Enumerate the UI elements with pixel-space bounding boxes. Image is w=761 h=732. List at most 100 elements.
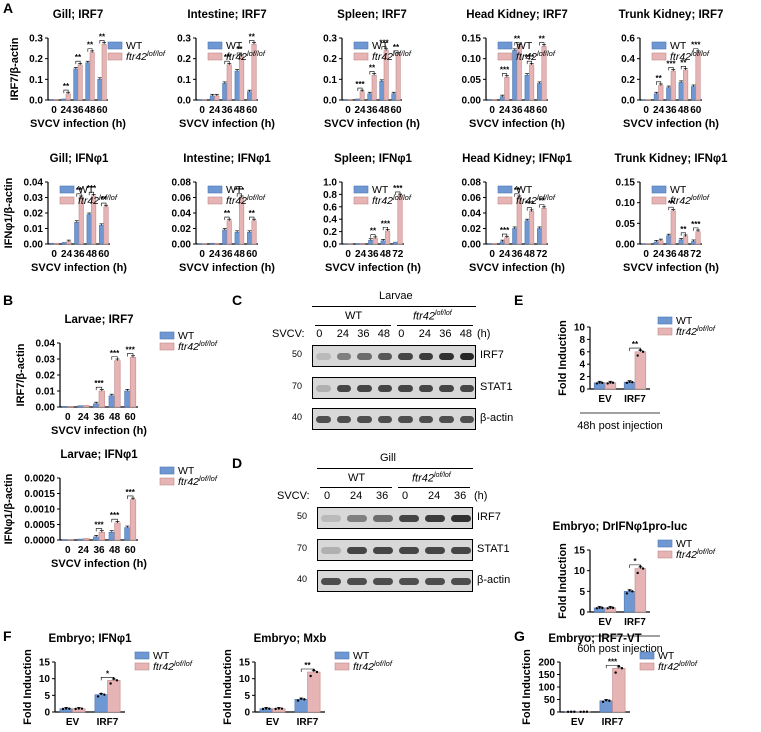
band-signal	[451, 515, 471, 522]
significance-mark: ***	[235, 186, 245, 195]
x-tick-label: EV	[266, 717, 280, 728]
y-tick-label: 0.0000	[24, 536, 55, 547]
legend-swatch-wt	[107, 41, 123, 50]
y-tick-label: 15	[39, 658, 51, 669]
subgroup-rule	[320, 487, 392, 488]
y-tick-label: 0.00	[462, 96, 482, 107]
chart-title: Gill; IFNφ1	[50, 153, 109, 165]
bar-chart-3: Spleen; IRF7 0.0 0.1 0.2 0.3 0 24 *** 36 ** 48 *** 6…	[323, 9, 420, 130]
legend-swatch-ko	[207, 196, 223, 205]
bar-wt	[524, 220, 530, 245]
significance-bracket	[224, 60, 230, 65]
chart-title: Head Kidney; IRF7	[466, 9, 568, 21]
data-point	[566, 710, 570, 713]
bar-ko	[114, 360, 121, 408]
significance-bracket	[369, 71, 375, 75]
legend-label-ko: ftr42lof/lof	[226, 193, 266, 207]
significance-mark: ***	[381, 219, 391, 228]
bar-wt	[97, 79, 103, 101]
x-tick-label: 36	[367, 249, 379, 260]
bar-wt	[234, 70, 240, 101]
significance-mark: **	[63, 82, 70, 91]
bar-wt	[93, 536, 100, 541]
band-signal	[399, 515, 419, 522]
chart-title: Larvae; IRF7	[64, 314, 133, 326]
data-point	[636, 354, 639, 357]
bar-wt	[94, 694, 108, 713]
x-tick-label: 48	[109, 545, 121, 556]
y-tick-label: 50	[544, 695, 556, 706]
significance-mark: **	[514, 186, 521, 195]
chart-title: Trunk Kidney; IRF7	[619, 9, 724, 21]
data-point	[261, 707, 265, 711]
data-point	[103, 693, 106, 696]
timepoint-unit: (h)	[477, 328, 491, 340]
data-point	[315, 670, 319, 674]
x-tick-label: 36	[72, 105, 84, 116]
bar-wt	[623, 591, 636, 613]
timepoint-label: 36	[357, 328, 370, 340]
chart-title: Intestine; IRF7	[187, 9, 266, 21]
data-point	[268, 707, 271, 710]
significance-bracket	[605, 664, 620, 669]
bar-ko	[634, 568, 647, 613]
significance-bracket	[111, 518, 118, 523]
bar-chart-16: Embryo; Mxb 0 5 10 15 Fold Induction EV IRF7 ** W…	[222, 633, 393, 728]
bar-wt	[599, 700, 613, 713]
band-signal	[336, 353, 351, 360]
x-tick-label: 60	[536, 105, 548, 116]
legend-swatch-ko	[651, 196, 667, 205]
data-point	[611, 381, 615, 384]
band-signal	[336, 385, 351, 392]
bar-ko	[529, 64, 535, 101]
bar-ko	[529, 211, 535, 245]
mw-marker: 50	[297, 511, 308, 521]
timepoint-label: 0	[316, 328, 323, 340]
x-tick-label: 60	[98, 249, 110, 260]
legend-swatch-wt	[497, 185, 513, 194]
significance-mark: **	[514, 35, 521, 44]
bar-chart-7: Intestine; IFNφ1 0.00 0.02 0.04 0.06 0.08 0 24 3…	[172, 153, 276, 274]
bar-ko	[114, 522, 121, 541]
chart-title: Trunk Kidney; IFNφ1	[614, 153, 728, 165]
x-tick-label: 36	[93, 412, 105, 423]
blot-ko-label: ftr42lof/lof	[412, 472, 451, 485]
legend-swatch-ko	[497, 52, 513, 61]
bar-ko	[683, 69, 689, 101]
legend-label-wt: WT	[516, 184, 533, 196]
significance-mark: **	[87, 41, 94, 50]
legend-label-wt: WT	[372, 184, 389, 196]
legend-label-wt: WT	[178, 330, 195, 342]
blot-group-label: Gill	[380, 452, 396, 464]
y-tick-label: 10	[574, 566, 586, 577]
chart-title: Spleen; IFNφ1	[334, 153, 412, 165]
x-axis-label: SVCV infection (h)	[51, 425, 147, 437]
x-axis-label: SVCV infection (h)	[623, 118, 719, 130]
panel-label-g: G	[514, 628, 525, 644]
y-tick-label: 0.05	[462, 75, 482, 86]
legend-label-wt: WT	[226, 184, 243, 196]
band-signal	[398, 353, 413, 360]
data-point	[595, 607, 599, 610]
x-tick-label: 0	[51, 105, 57, 116]
legend-swatch-wt	[207, 185, 223, 194]
significance-mark: **	[75, 53, 82, 62]
significance-mark: ***	[379, 39, 389, 48]
y-tick-label: 2	[579, 372, 585, 383]
band-label: β-actin	[480, 412, 514, 424]
x-tick-label: 24	[209, 105, 221, 116]
mw-marker: 40	[297, 574, 308, 584]
significance-mark: ***	[525, 53, 535, 62]
significance-mark: ***	[126, 346, 136, 355]
significance-mark: **	[101, 195, 108, 204]
significance-bracket	[357, 87, 363, 92]
y-tick-label: 0.2	[177, 54, 191, 65]
significance-mark: ***	[500, 66, 510, 75]
significance-bracket	[539, 42, 545, 46]
bar-wt	[666, 235, 672, 245]
data-point	[582, 710, 585, 713]
